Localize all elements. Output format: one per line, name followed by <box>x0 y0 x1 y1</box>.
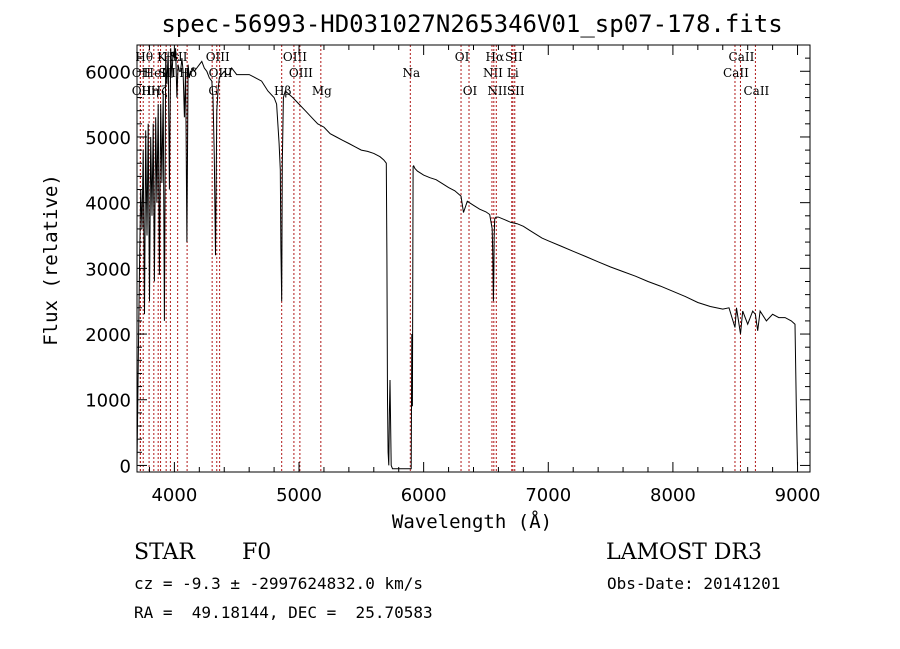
object-class: STAR <box>134 540 195 565</box>
line-label: G <box>208 84 218 98</box>
line-label: NII <box>487 84 507 98</box>
observation-date: Obs-Date: 20141201 <box>607 574 781 593</box>
line-label: Na <box>402 66 420 80</box>
coordinates: RA = 49.18144, DEC = 25.70583 <box>134 603 433 622</box>
line-label: OIII <box>283 50 307 64</box>
line-label: Hζ <box>151 84 168 98</box>
line-label: NII <box>483 66 503 80</box>
x-tick-label: 8000 <box>650 485 696 506</box>
chart-title: spec-56993-HD031027N265346V01_sp07-178.f… <box>161 10 782 38</box>
line-label: Mg <box>312 84 332 98</box>
line-label: OIII <box>206 50 230 64</box>
redshift-velocity: cz = -9.3 ± -2997624832.0 km/s <box>134 574 423 593</box>
y-tick-label: 2000 <box>85 325 131 346</box>
line-label: OIII <box>209 66 233 80</box>
y-tick-label: 6000 <box>85 62 131 83</box>
line-label: Hα <box>486 50 505 64</box>
line-label: Hη <box>141 84 159 98</box>
line-label: CaII <box>743 84 769 98</box>
line-label: CaII <box>723 66 749 80</box>
y-tick-label: 0 <box>120 456 131 477</box>
line-label: SII <box>507 84 525 98</box>
x-tick-label: 9000 <box>775 485 821 506</box>
line-label: OI <box>455 50 470 64</box>
line-label: OI <box>463 84 478 98</box>
line-label: Hβ <box>274 84 291 98</box>
x-axis-label: Wavelength (Å) <box>392 510 552 533</box>
y-tick-label: 1000 <box>85 391 131 412</box>
survey-name: LAMOST DR3 <box>606 540 762 565</box>
y-tick-label: 3000 <box>85 259 131 280</box>
line-label: K <box>157 50 167 64</box>
y-tick-label: 4000 <box>85 194 131 215</box>
line-label: CaII <box>729 50 755 64</box>
plot-frame <box>136 44 811 473</box>
x-tick-label: 5000 <box>276 485 322 506</box>
x-tick-label: 4000 <box>151 485 197 506</box>
line-label: OIII <box>289 66 313 80</box>
object-subclass: F0 <box>242 540 272 565</box>
emission-line-markers: HθOIIOIIHηHeIHζKSIIHεSIIHδGOIIIOIIIHβOII… <box>132 45 770 472</box>
spectrum-line <box>136 48 798 470</box>
line-label: Hθ <box>135 50 153 64</box>
x-tick-label: 6000 <box>401 485 447 506</box>
y-tick-label: 5000 <box>85 128 131 149</box>
x-tick-label: 7000 <box>525 485 571 506</box>
y-axis-label: Flux (relative) <box>40 174 62 346</box>
line-label: SII <box>505 50 523 64</box>
axis-ticks: 4000 5000 6000 7000 8000 9000 0 1000 2000 3000 400… <box>85 45 820 506</box>
